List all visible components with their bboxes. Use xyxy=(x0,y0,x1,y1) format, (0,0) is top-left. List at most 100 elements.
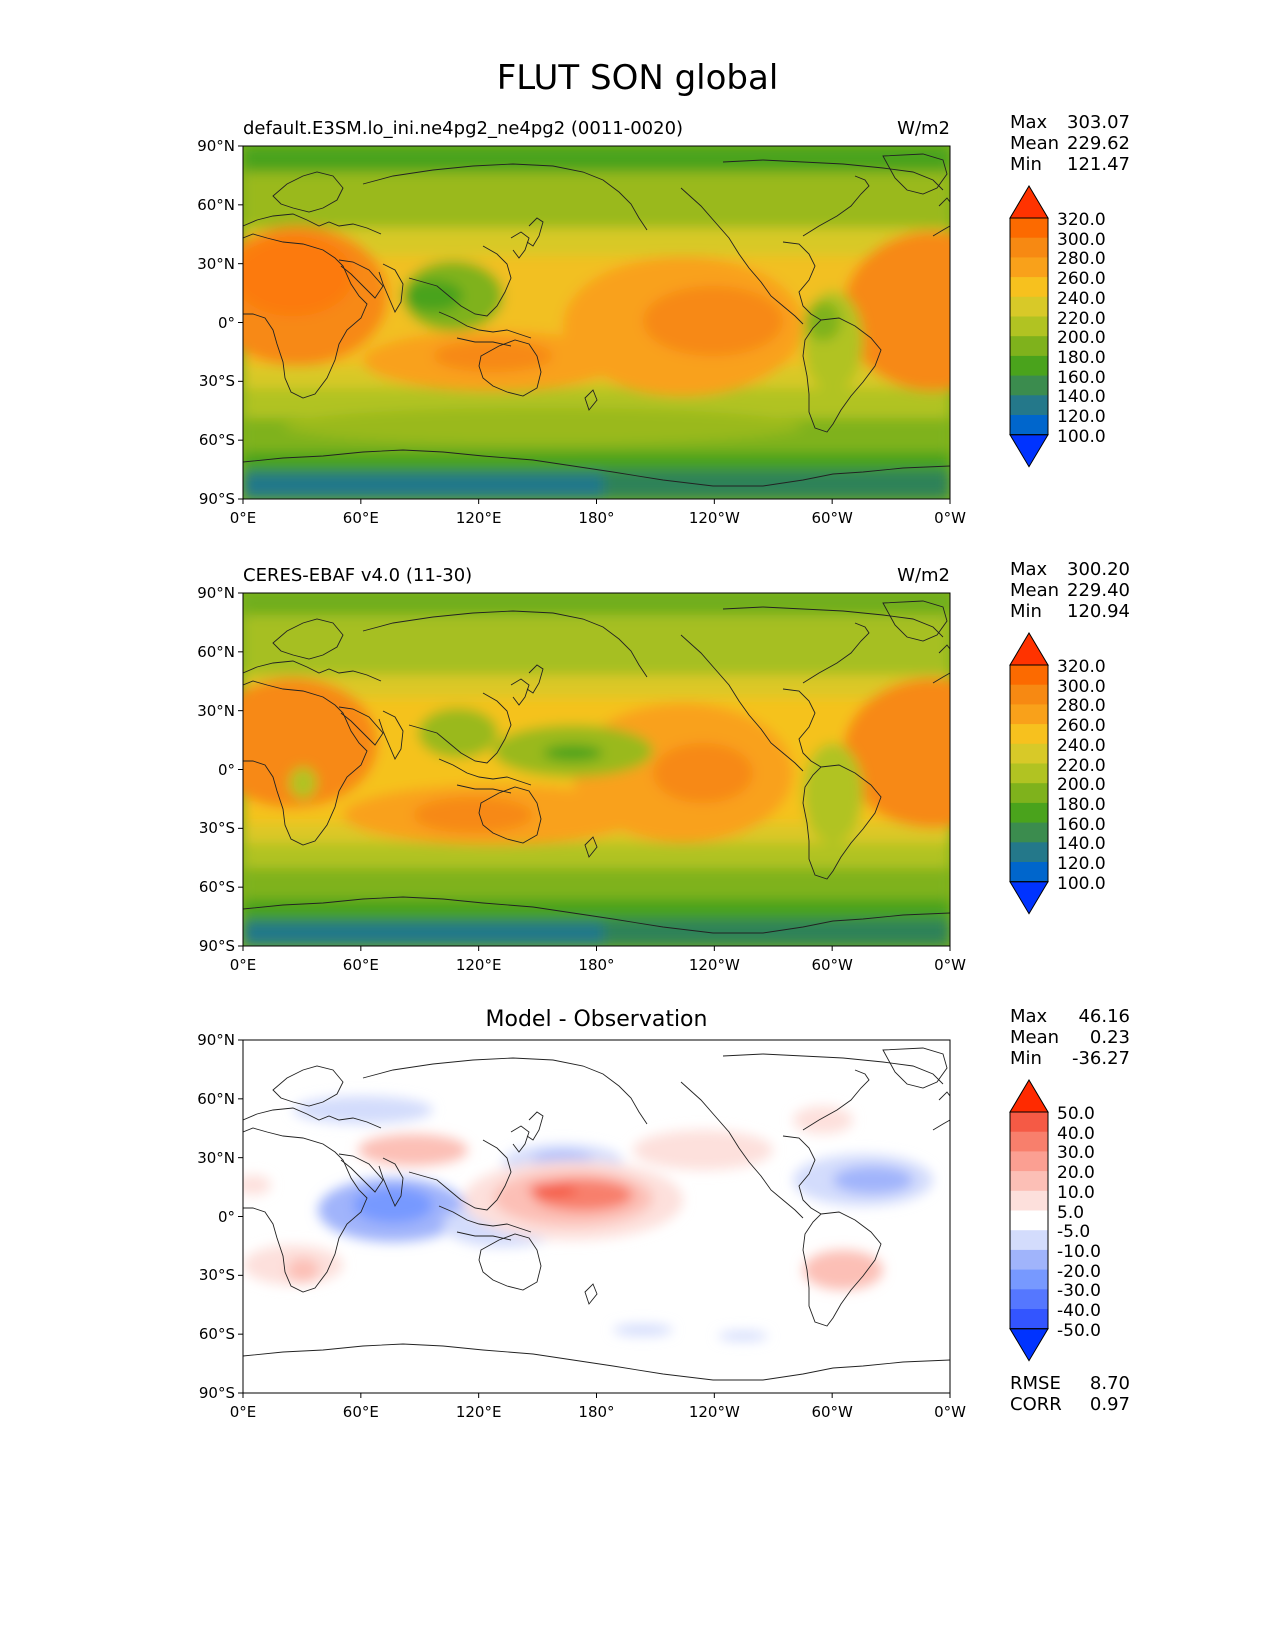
colorbar-3-label: 40.0 xyxy=(1057,1123,1095,1144)
panel-2-xtick-label: 180° xyxy=(578,956,615,974)
colorbar-3-bin xyxy=(1010,1190,1048,1211)
panel-3-ytick-label: 90°N xyxy=(197,1031,235,1049)
colorbar-3-min-extension xyxy=(1009,1328,1049,1362)
colorbar-2-label: 100.0 xyxy=(1057,873,1106,894)
colorbar-3-label: -50.0 xyxy=(1057,1320,1101,1341)
panel-1-xtick-label: 0°W xyxy=(934,509,966,527)
panel-3-mean-label: Mean xyxy=(1010,1027,1060,1048)
colorbar-3-label: 5.0 xyxy=(1057,1202,1085,1223)
panel-1-min-value: 121.47 xyxy=(1067,154,1130,175)
colorbar-1-outline xyxy=(1009,217,1049,436)
colorbar-2-bin xyxy=(1010,783,1048,804)
colorbar-3-label: -30.0 xyxy=(1057,1281,1101,1302)
panel-2-units: W/m2 xyxy=(897,565,950,586)
rmse-label: RMSE xyxy=(1010,1373,1061,1394)
panel-1-ytick-label: 30°N xyxy=(197,254,235,273)
panel-2-map xyxy=(243,593,950,946)
tick-marks xyxy=(238,145,951,1398)
rmse-value: 8.70 xyxy=(1089,1373,1130,1394)
colorbar-1-label: 280.0 xyxy=(1057,249,1106,270)
colorbar-2-label: 280.0 xyxy=(1057,696,1106,717)
colorbar-2-label: 180.0 xyxy=(1057,794,1106,815)
colorbar-1-bin xyxy=(1010,296,1048,317)
panel-3-ytick-label: 30°N xyxy=(197,1148,235,1167)
colorbar-2-label: 200.0 xyxy=(1057,775,1106,796)
colorbar-3-bin xyxy=(1010,1269,1048,1290)
panel-3-xtick-label: 120°W xyxy=(688,1403,740,1421)
colorbar-1-bin xyxy=(1010,415,1048,436)
colorbar-3-bin xyxy=(1010,1230,1048,1251)
colorbar-2-min-extension xyxy=(1009,881,1049,915)
colorbar-3-bin xyxy=(1010,1171,1048,1192)
panel-2-ytick-label: 60°S xyxy=(198,878,235,897)
colorbar-2-label: 220.0 xyxy=(1057,755,1106,776)
panel-3-xtick-label: 120°E xyxy=(455,1403,502,1421)
colorbar-1-label: 180.0 xyxy=(1057,347,1106,368)
panel-2-xtick-label: 60°W xyxy=(811,956,853,974)
panel-3-ytick-label: 30°S xyxy=(198,1266,235,1285)
colorbar-3-bin xyxy=(1010,1289,1048,1310)
colorbar-2-bin xyxy=(1010,743,1048,764)
panel-3-xtick-label: 0°E xyxy=(229,1403,257,1421)
colorbar-3-bin xyxy=(1010,1210,1048,1231)
colorbar-1-label: 160.0 xyxy=(1057,367,1106,388)
colorbar-2-bin xyxy=(1010,684,1048,705)
colorbar-1-label: 260.0 xyxy=(1057,269,1106,290)
colorbar-1-bin xyxy=(1010,395,1048,416)
panel-3-xtick-label: 0°W xyxy=(934,1403,966,1421)
colorbar-2-max-extension xyxy=(1009,632,1049,666)
colorbar-3-label: 20.0 xyxy=(1057,1163,1095,1184)
panel-1-min-label: Min xyxy=(1010,154,1042,175)
panel-2-xtick-label: 60°E xyxy=(342,956,379,974)
colorbar-3-max-extension xyxy=(1009,1079,1049,1113)
colorbar-3-label: -5.0 xyxy=(1057,1222,1091,1243)
colorbar-3-label: -20.0 xyxy=(1057,1261,1101,1282)
colorbar-1-bin xyxy=(1010,218,1048,239)
panel-1-ytick-label: 60°S xyxy=(198,431,235,450)
panel-2-ytick-label: 30°N xyxy=(197,701,235,720)
colorbar-3-bin xyxy=(1010,1151,1048,1172)
panel-1-ytick-label: 90°S xyxy=(198,490,235,508)
panel-3-ytick-label: 0° xyxy=(217,1207,235,1226)
panel-3-xtick-label: 180° xyxy=(578,1403,615,1421)
colorbar-2-label: 240.0 xyxy=(1057,735,1106,756)
panel-1-xtick-label: 60°E xyxy=(342,509,379,527)
panel-2-mean-label: Mean xyxy=(1010,580,1060,601)
colorbar-3-bin xyxy=(1010,1309,1048,1330)
panel-3-xtick-label: 60°W xyxy=(811,1403,853,1421)
colorbar-2-bin xyxy=(1010,842,1048,863)
colorbar-3-label: 30.0 xyxy=(1057,1143,1095,1164)
panel-1-xtick-label: 120°W xyxy=(688,509,740,527)
colorbar-1-label: 300.0 xyxy=(1057,229,1106,250)
colorbar-1-label: 320.0 xyxy=(1057,210,1106,230)
panel-3-map xyxy=(243,1040,950,1393)
colorbar-2-label: 320.0 xyxy=(1057,657,1106,677)
colorbar-3-bin xyxy=(1010,1112,1048,1133)
colorbar-3-label: -10.0 xyxy=(1057,1241,1101,1262)
panel-2-max-value: 300.20 xyxy=(1067,559,1130,580)
figure-title: FLUT SON global xyxy=(496,58,779,98)
colorbar-2-label: 140.0 xyxy=(1057,834,1106,855)
colorbar-2-bin xyxy=(1010,724,1048,745)
colorbar-2-bin xyxy=(1010,763,1048,784)
panel-1-mean-label: Mean xyxy=(1010,133,1060,154)
panel-1-ytick-label: 30°S xyxy=(198,372,235,391)
panel-1-map xyxy=(243,146,950,499)
panel-2-title: CERES-EBAF v4.0 (11-30) xyxy=(243,565,473,586)
colorbar-3-label: 50.0 xyxy=(1057,1104,1095,1124)
colorbar-3-bin xyxy=(1010,1249,1048,1271)
panel-1-xtick-label: 120°E xyxy=(455,509,502,527)
panel-2-ytick-label: 60°N xyxy=(197,642,235,661)
panel-1-ytick-label: 60°N xyxy=(197,195,235,214)
panel-1-xtick-label: 0°E xyxy=(229,509,257,527)
corr-label: CORR xyxy=(1010,1394,1062,1415)
panel-3-xtick-label: 60°E xyxy=(342,1403,379,1421)
colorbar-2-bin xyxy=(1010,862,1048,883)
panel-3-ytick-label: 90°S xyxy=(198,1384,235,1402)
panel-1-units: W/m2 xyxy=(897,118,950,139)
panel-3-mean-value: 0.23 xyxy=(1089,1027,1130,1048)
colorbar-3-outline xyxy=(1009,1111,1049,1330)
panel-2-ytick-label: 90°N xyxy=(197,584,235,602)
panel-2-max-label: Max xyxy=(1010,559,1048,580)
